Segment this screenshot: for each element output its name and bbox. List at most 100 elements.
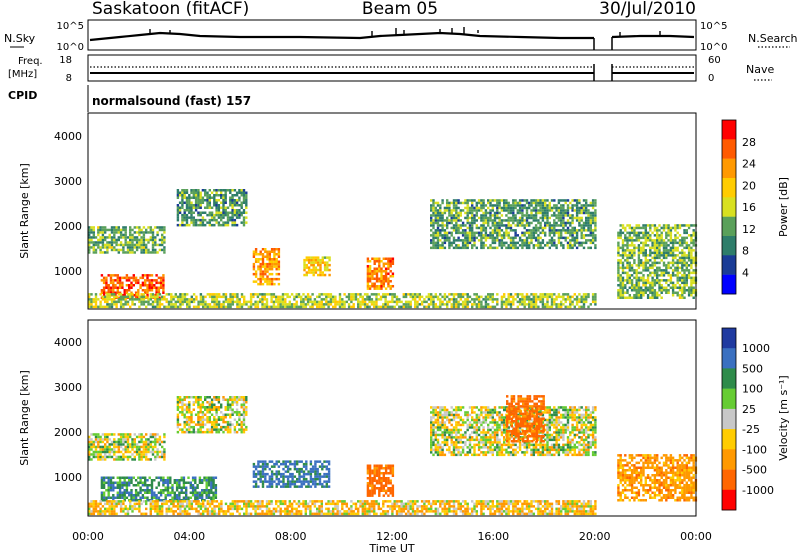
power-heatmap-cell <box>587 224 590 227</box>
power-heatmap-cell <box>261 255 265 258</box>
power-heatmap-cell <box>493 211 497 215</box>
power-heatmap-cell <box>649 266 652 270</box>
power-heatmap-cell <box>591 234 595 237</box>
power-heatmap-cell <box>263 295 266 299</box>
power-heatmap-cell <box>484 305 488 309</box>
power-heatmap-cell <box>341 305 344 309</box>
power-heatmap-cell <box>163 298 166 301</box>
power-heatmap-cell <box>341 303 344 306</box>
power-heatmap-cell <box>560 241 563 245</box>
power-colorbar-label: Power [dB] <box>777 177 790 237</box>
power-heatmap-cell <box>240 303 244 306</box>
velocity-heatmap-cell <box>302 465 306 468</box>
power-heatmap-cell <box>150 279 154 282</box>
power-heatmap-cell <box>507 295 510 299</box>
power-heatmap-cell <box>192 305 196 309</box>
power-heatmap-cell <box>539 206 542 210</box>
power-heatmap-cell <box>208 305 212 309</box>
power-heatmap-cell <box>512 209 515 212</box>
velocity-heatmap-cell <box>235 420 239 424</box>
velocity-heatmap-cell <box>217 418 221 421</box>
power-heatmap-cell <box>473 231 476 235</box>
power-heatmap-cell <box>443 293 447 296</box>
velocity-heatmap-cell <box>257 477 260 481</box>
power-heatmap-cell <box>455 214 458 217</box>
power-heatmap-cell <box>106 228 109 232</box>
power-heatmap-cell <box>90 300 93 304</box>
velocity-heatmap-cell <box>122 440 125 444</box>
power-heatmap-cell <box>491 246 494 250</box>
power-heatmap-cell <box>507 293 510 296</box>
velocity-heatmap-cell <box>100 479 104 482</box>
power-heatmap-cell <box>218 300 221 304</box>
power-heatmap-cell <box>373 277 376 280</box>
power-heatmap-cell <box>573 239 576 242</box>
power-heatmap-cell <box>273 282 276 286</box>
velocity-heatmap-cell <box>199 406 202 409</box>
power-heatmap-cell <box>439 206 442 210</box>
power-heatmap-cell <box>204 295 207 299</box>
power-heatmap-cell <box>550 199 554 202</box>
velocity-heatmap-cell <box>90 433 93 436</box>
velocity-heatmap-cell <box>116 494 119 497</box>
velocity-heatmap-cell <box>119 440 123 444</box>
power-heatmap-cell <box>391 272 395 275</box>
power-heatmap-cell <box>656 236 659 240</box>
velocity-heatmap-cell <box>133 443 136 446</box>
power-heatmap-cell <box>621 291 625 294</box>
power-heatmap-cell <box>503 209 506 212</box>
power-heatmap-cell <box>261 265 265 268</box>
velocity-heatmap-cell <box>194 489 197 492</box>
power-heatmap-cell <box>687 289 691 292</box>
velocity-heatmap-cell <box>180 491 183 494</box>
power-heatmap-cell <box>667 226 670 230</box>
power-heatmap-cell <box>473 234 476 237</box>
power-heatmap-cell <box>432 236 435 240</box>
power-heatmap-cell <box>674 224 677 227</box>
power-heatmap-cell <box>656 244 659 247</box>
velocity-heatmap-cell <box>126 438 130 441</box>
power-heatmap-cell <box>649 259 652 262</box>
power-heatmap-cell <box>206 201 209 204</box>
velocity-heatmap-cell <box>204 423 207 426</box>
power-heatmap-cell <box>514 234 517 237</box>
power-heatmap-cell <box>154 236 157 239</box>
power-heatmap-cell <box>139 284 142 287</box>
power-heatmap-cell <box>537 204 540 207</box>
velocity-heatmap-cell <box>282 485 285 488</box>
velocity-heatmap-cell <box>196 486 199 489</box>
power-heatmap-cell <box>528 206 531 210</box>
power-heatmap-cell <box>179 298 182 301</box>
power-heatmap-cell <box>496 221 499 225</box>
power-heatmap-cell <box>434 234 437 237</box>
velocity-heatmap-cell <box>198 491 202 494</box>
velocity-heatmap-cell <box>242 403 246 406</box>
power-heatmap-cell <box>667 291 670 294</box>
power-heatmap-cell <box>633 286 636 289</box>
power-heatmap-cell <box>222 196 225 199</box>
power-heatmap-cell <box>178 191 182 194</box>
power-heatmap-cell <box>541 226 545 230</box>
power-heatmap-cell <box>649 224 652 227</box>
power-heatmap-cell <box>129 241 132 244</box>
power-heatmap-cell <box>557 214 561 217</box>
power-heatmap-cell <box>521 295 524 299</box>
power-heatmap-cell <box>512 241 515 245</box>
power-heatmap-cell <box>665 249 668 252</box>
velocity-heatmap-cell <box>210 430 214 434</box>
velocity-heatmap-cell <box>229 428 232 431</box>
power-heatmap-cell <box>92 305 95 309</box>
power-heatmap-cell <box>512 221 515 225</box>
velocity-heatmap-cell <box>150 494 154 497</box>
power-heatmap-cell <box>123 294 126 297</box>
power-heatmap-cell <box>690 261 693 265</box>
velocity-heatmap-cell <box>188 396 191 399</box>
power-heatmap-cell <box>210 216 214 219</box>
power-heatmap-cell <box>591 219 595 222</box>
power-heatmap-cell <box>402 303 405 306</box>
power-heatmap-cell <box>336 300 339 304</box>
power-heatmap-cell <box>334 295 337 299</box>
power-heatmap-cell <box>619 246 622 250</box>
velocity-heatmap-cell <box>300 475 303 478</box>
power-heatmap-cell <box>532 298 535 301</box>
